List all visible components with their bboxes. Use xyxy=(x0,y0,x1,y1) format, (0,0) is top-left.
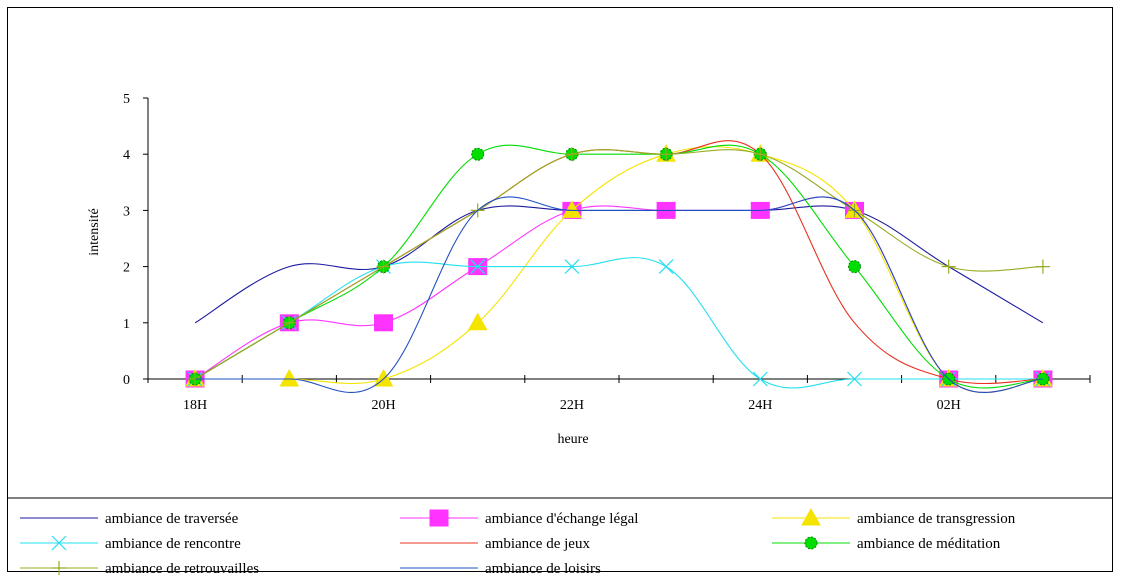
x-tick-label: 22H xyxy=(560,398,584,413)
y-tick-label: 5 xyxy=(123,92,130,107)
legend-label: ambiance de transgression xyxy=(857,511,1016,527)
series-line xyxy=(194,196,1043,393)
legend-item: ambiance d'échange légal xyxy=(400,509,638,527)
series-8 xyxy=(195,196,1043,393)
data-point xyxy=(470,259,486,275)
legend-label: ambiance de traversée xyxy=(105,511,239,527)
data-point xyxy=(941,259,956,274)
data-point xyxy=(753,147,768,162)
legend-item: ambiance de jeux xyxy=(400,536,590,552)
series-line xyxy=(194,149,1043,380)
x-axis-title: heure xyxy=(557,432,588,447)
legend-label: ambiance de retrouvailles xyxy=(105,561,259,577)
legend-swatch-marker xyxy=(429,509,449,527)
axes: 0 1 2 3 4 5 18H 20H 22H 24H 02H xyxy=(123,92,1091,413)
x-tick-label: 20H xyxy=(371,398,395,413)
y-tick-label: 4 xyxy=(123,148,130,163)
legend-item: ambiance de méditation xyxy=(772,536,1001,552)
series-7 xyxy=(188,147,1050,386)
series-5 xyxy=(194,140,1043,385)
series-line xyxy=(194,144,1043,389)
legend-item: ambiance de transgression xyxy=(772,507,1016,527)
x-tick-label: 18H xyxy=(183,398,207,413)
y-tick-label: 2 xyxy=(123,261,130,276)
legend-item: ambiance de traversée xyxy=(20,511,239,527)
data-point xyxy=(562,200,582,218)
data-point xyxy=(376,259,391,274)
legend-item: ambiance de retrouvailles xyxy=(20,561,259,577)
series-4 xyxy=(187,257,1051,389)
data-point xyxy=(282,315,297,330)
data-point xyxy=(373,368,394,387)
legend-swatch-marker xyxy=(51,535,67,551)
series-line xyxy=(195,146,1043,393)
data-point xyxy=(564,259,580,275)
data-point xyxy=(279,368,300,387)
legend-swatch-marker xyxy=(804,536,818,550)
data-point xyxy=(659,147,674,162)
data-point xyxy=(752,371,768,387)
series-line xyxy=(194,257,1043,389)
x-tick-label: 24H xyxy=(748,398,772,413)
series-layer xyxy=(185,140,1053,393)
legend-label: ambiance de rencontre xyxy=(105,536,241,552)
data-point xyxy=(564,147,579,162)
legend-swatch-marker xyxy=(52,561,66,575)
legend: ambiance de traversée ambiance d'échange … xyxy=(8,497,1112,577)
data-point xyxy=(847,371,862,387)
y-axis-title: intensité xyxy=(87,208,102,255)
y-tick-label: 0 xyxy=(123,373,130,388)
series-6 xyxy=(188,144,1050,389)
chart-frame xyxy=(7,7,1113,572)
legend-label: ambiance de méditation xyxy=(857,536,1001,552)
legend-label: ambiance de loisirs xyxy=(485,561,601,577)
legend-label: ambiance d'échange légal xyxy=(485,511,638,527)
series-line xyxy=(194,140,1043,385)
legend-label: ambiance de jeux xyxy=(485,536,590,552)
data-point xyxy=(1035,259,1050,274)
data-point xyxy=(848,260,861,274)
data-point xyxy=(374,314,393,332)
series-line xyxy=(195,196,1043,393)
legend-item: ambiance de loisirs xyxy=(400,561,601,577)
legend-item: ambiance de rencontre xyxy=(20,535,241,552)
x-tick-label: 02H xyxy=(937,398,961,413)
data-point xyxy=(467,312,488,331)
legend-swatch-marker xyxy=(801,507,821,526)
data-point xyxy=(658,259,674,275)
y-tick-label: 1 xyxy=(123,317,130,332)
y-tick-label: 3 xyxy=(123,204,130,219)
series-2 xyxy=(185,196,1053,393)
data-point xyxy=(471,147,485,161)
